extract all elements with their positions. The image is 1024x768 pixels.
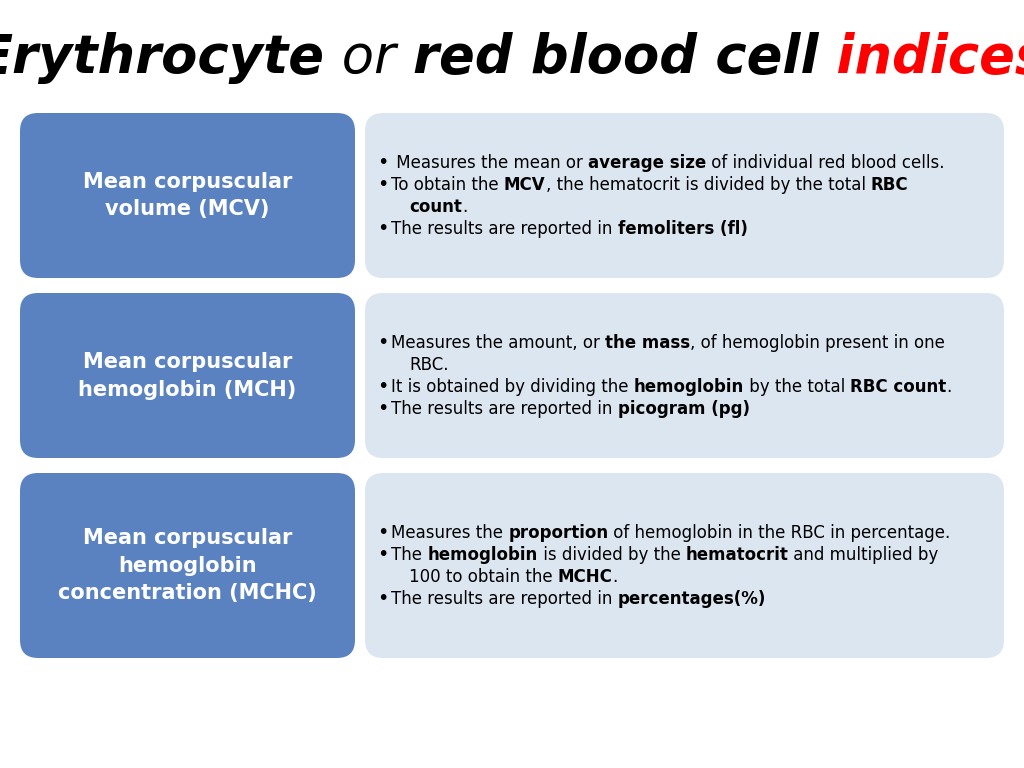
FancyBboxPatch shape <box>365 473 1004 658</box>
Text: •: • <box>377 153 388 172</box>
Text: is divided by the: is divided by the <box>538 545 686 564</box>
FancyBboxPatch shape <box>365 293 1004 458</box>
Text: hematocrit: hematocrit <box>686 545 788 564</box>
Text: The: The <box>391 545 427 564</box>
Text: •: • <box>377 399 388 418</box>
Text: RBC count: RBC count <box>851 378 947 396</box>
Text: .: . <box>612 568 618 585</box>
Text: •: • <box>377 545 388 564</box>
Text: and multiplied by: and multiplied by <box>788 545 939 564</box>
Text: of hemoglobin in the RBC in percentage.: of hemoglobin in the RBC in percentage. <box>608 524 950 541</box>
Text: Measures the mean or: Measures the mean or <box>391 154 588 171</box>
Text: .: . <box>947 378 952 396</box>
Text: MCV: MCV <box>504 176 546 194</box>
Text: indices: indices <box>818 32 1024 84</box>
Text: count: count <box>409 197 462 216</box>
FancyBboxPatch shape <box>20 473 355 658</box>
Text: •: • <box>377 377 388 396</box>
Text: •: • <box>377 333 388 352</box>
FancyBboxPatch shape <box>20 113 355 278</box>
Text: •: • <box>377 219 388 238</box>
Text: average size: average size <box>588 154 707 171</box>
Text: To obtain the: To obtain the <box>391 176 504 194</box>
Text: Mean corpuscular
volume (MCV): Mean corpuscular volume (MCV) <box>83 171 292 220</box>
Text: hemoglobin: hemoglobin <box>634 378 744 396</box>
Text: Erythrocyte: Erythrocyte <box>0 32 326 84</box>
Text: The results are reported in: The results are reported in <box>391 590 617 607</box>
Text: •: • <box>377 175 388 194</box>
Text: , of hemoglobin present in one: , of hemoglobin present in one <box>690 333 945 352</box>
Text: MCHC: MCHC <box>558 568 612 585</box>
Text: •: • <box>377 589 388 608</box>
Text: or: or <box>326 32 413 84</box>
Text: by the total: by the total <box>744 378 851 396</box>
Text: hemoglobin: hemoglobin <box>427 545 538 564</box>
FancyBboxPatch shape <box>365 113 1004 278</box>
Text: femoliters (fl): femoliters (fl) <box>617 220 748 237</box>
Text: Measures the amount, or: Measures the amount, or <box>391 333 605 352</box>
Text: proportion: proportion <box>508 524 608 541</box>
Text: It is obtained by dividing the: It is obtained by dividing the <box>391 378 634 396</box>
Text: 100 to obtain the: 100 to obtain the <box>409 568 558 585</box>
FancyBboxPatch shape <box>20 293 355 458</box>
Text: RBC: RBC <box>870 176 908 194</box>
Text: , the hematocrit is divided by the total: , the hematocrit is divided by the total <box>546 176 870 194</box>
Text: •: • <box>377 523 388 542</box>
Text: of individual red blood cells.: of individual red blood cells. <box>707 154 945 171</box>
Text: red blood cell: red blood cell <box>413 32 818 84</box>
Text: The results are reported in: The results are reported in <box>391 220 617 237</box>
Text: .: . <box>462 197 467 216</box>
Text: RBC.: RBC. <box>409 356 449 373</box>
Text: picogram (pg): picogram (pg) <box>617 399 750 418</box>
Text: the mass: the mass <box>605 333 690 352</box>
Text: Measures the: Measures the <box>391 524 508 541</box>
Text: Mean corpuscular
hemoglobin
concentration (MCHC): Mean corpuscular hemoglobin concentratio… <box>58 528 316 604</box>
Text: percentages(%): percentages(%) <box>617 590 766 607</box>
Text: Mean corpuscular
hemoglobin (MCH): Mean corpuscular hemoglobin (MCH) <box>79 352 297 399</box>
Text: The results are reported in: The results are reported in <box>391 399 617 418</box>
